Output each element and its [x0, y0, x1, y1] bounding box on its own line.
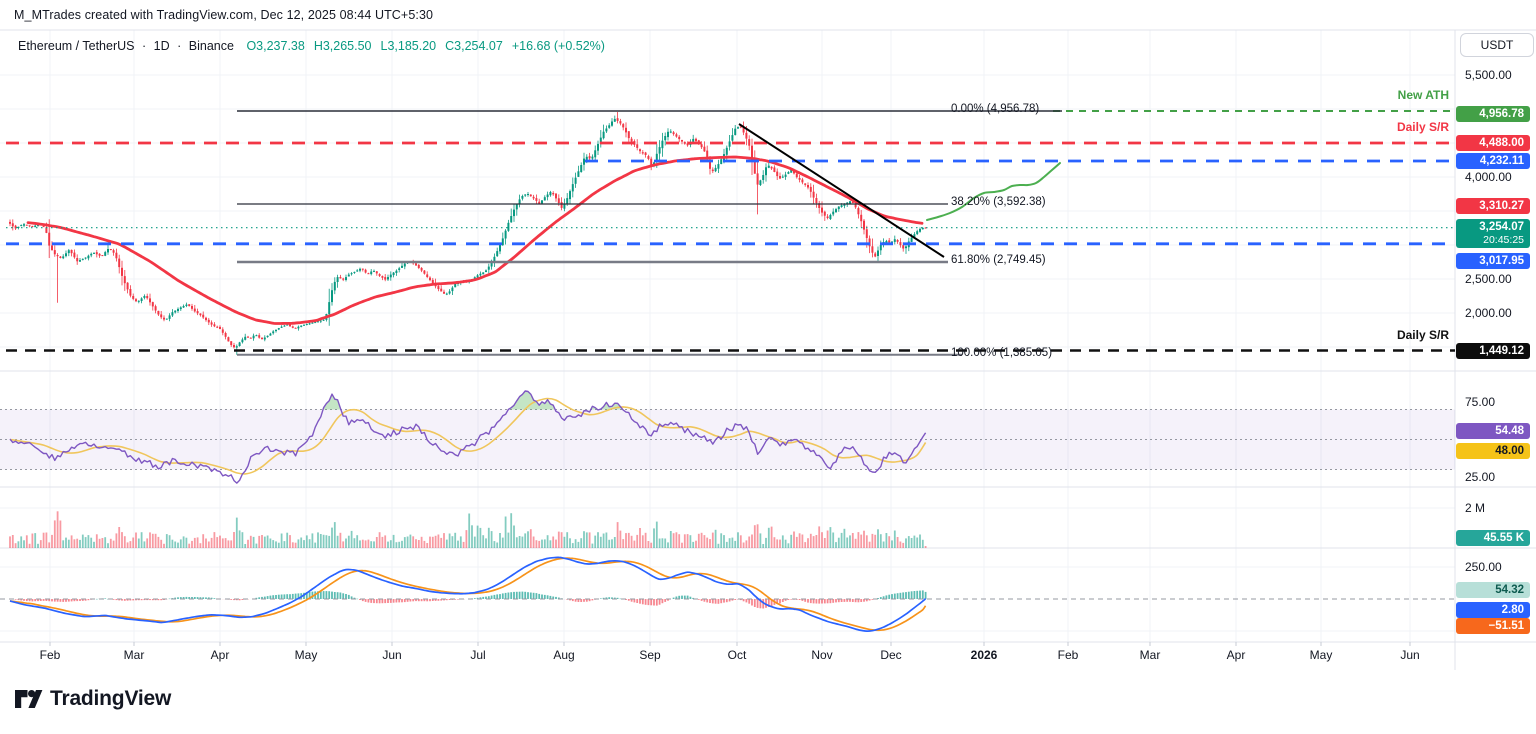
- time-scale-label: May: [1309, 648, 1333, 662]
- price-badge: 3,017.95: [1456, 253, 1530, 269]
- bar-countdown: 20:45:25: [1483, 234, 1524, 246]
- time-scale-label: Mar: [123, 648, 145, 662]
- ohlc-value: +16.68 (+0.52%): [511, 39, 605, 53]
- time-scale-label: Dec: [880, 648, 902, 662]
- time-scale-label: Aug: [553, 648, 575, 662]
- ohlc-value: C3,254.07: [445, 39, 503, 53]
- daily-sr-label-bottom: Daily S/R: [1396, 328, 1449, 342]
- price-scale-label: 5,500.00: [1465, 68, 1512, 82]
- price-scale-label: 4,000.00: [1465, 170, 1512, 184]
- price-badge: 45.55 K: [1456, 530, 1530, 546]
- separator-dot: ·: [141, 39, 147, 53]
- symbol-info-row[interactable]: Ethereum / TetherUS · 1D · Binance O3,23…: [18, 39, 605, 53]
- time-scale-label: Jun: [1400, 648, 1420, 662]
- ohlc-value: O3,237.38: [246, 39, 305, 53]
- price-badge-value: 1,449.12: [1479, 345, 1524, 357]
- price-badge-value: 3,310.27: [1479, 200, 1524, 212]
- tradingview-logo-icon: [15, 690, 43, 708]
- price-badge: 3,254.07 20:45:25: [1456, 219, 1530, 248]
- time-scale-label: Jun: [382, 648, 402, 662]
- price-badge-value: 45.55 K: [1483, 532, 1524, 544]
- price-badge: 4,488.00: [1456, 135, 1530, 151]
- symbol-interval: 1D: [153, 39, 170, 53]
- separator-dot: ·: [177, 39, 182, 53]
- price-badge: 4,232.11: [1456, 153, 1530, 169]
- time-scale-label: 2026: [970, 648, 998, 662]
- fib-level-label: 0.00% (4,956.78): [951, 103, 1040, 115]
- currency-toggle-button[interactable]: USDT: [1460, 33, 1534, 57]
- price-badge-value: 4,956.78: [1479, 108, 1524, 120]
- ohlc-value: L3,185.20: [380, 39, 437, 53]
- tradingview-logo-text: TradingView: [50, 687, 172, 710]
- daily-sr-label-top: Daily S/R: [1396, 120, 1449, 134]
- price-badge-value: 48.00: [1495, 445, 1524, 457]
- symbol-exchange: Binance: [188, 39, 234, 53]
- price-badge-value: 54.48: [1495, 425, 1524, 437]
- ohlc-values: O3,237.38 H3,265.50 L3,185.20 C3,254.07 +16.…: [237, 39, 605, 53]
- price-badge: 1,449.12: [1456, 343, 1530, 359]
- fib-level-label: 100.00% (1,385.05): [951, 346, 1053, 359]
- price-badge: 54.32: [1456, 582, 1530, 598]
- price-scale-label: 2,500.00: [1465, 272, 1512, 286]
- ohlc-value: H3,265.50: [313, 39, 372, 53]
- time-scale-label: Apr: [210, 648, 230, 662]
- price-badge: 3,310.27: [1456, 198, 1530, 214]
- price-scale-label: 25.00: [1465, 470, 1496, 484]
- price-badge: 2.80: [1456, 602, 1530, 618]
- price-badge: 54.48: [1456, 423, 1530, 439]
- symbol-title: Ethereum / TetherUS: [18, 39, 135, 53]
- price-scale-label: 250.00: [1465, 560, 1502, 574]
- fib-level-label: 38.20% (3,592.38): [951, 196, 1046, 208]
- price-badge-value: −51.51: [1488, 620, 1525, 632]
- time-scale-label: May: [294, 648, 318, 662]
- price-badge-value: 3,017.95: [1479, 255, 1524, 267]
- new-ath-label: New ATH: [1397, 88, 1449, 102]
- price-badge-value: 54.32: [1495, 584, 1524, 596]
- price-scale-label: 2 M: [1465, 501, 1486, 515]
- price-badge-value: 4,488.00: [1479, 137, 1524, 149]
- tradingview-logo[interactable]: TradingView: [14, 687, 171, 711]
- price-badge: 48.00: [1456, 443, 1530, 459]
- attribution: M_MTrades created with TradingView.com, …: [14, 8, 434, 22]
- time-scale-label: Jul: [470, 648, 486, 662]
- time-scale-label: Feb: [1057, 648, 1079, 662]
- chart-canvas[interactable]: [0, 30, 1455, 642]
- price-badge: 4,956.78: [1456, 106, 1530, 122]
- price-scale-label: 75.00: [1465, 395, 1496, 409]
- time-scale-label: Nov: [811, 648, 833, 662]
- price-scale-label: 2,000.00: [1465, 306, 1512, 320]
- time-axis[interactable]: [0, 642, 1536, 672]
- price-badge: −51.51: [1456, 618, 1530, 634]
- price-badge-value: 4,232.11: [1479, 155, 1524, 167]
- price-badge-value: 2.80: [1501, 604, 1524, 616]
- time-scale-label: Oct: [727, 648, 747, 662]
- fib-level-label: 61.80% (2,749.45): [951, 254, 1046, 266]
- time-scale-label: Sep: [639, 648, 661, 662]
- price-badge-value: 3,254.07: [1479, 221, 1524, 233]
- time-scale-label: Feb: [39, 648, 61, 662]
- time-scale-label: Apr: [1226, 648, 1246, 662]
- time-scale-label: Mar: [1139, 648, 1161, 662]
